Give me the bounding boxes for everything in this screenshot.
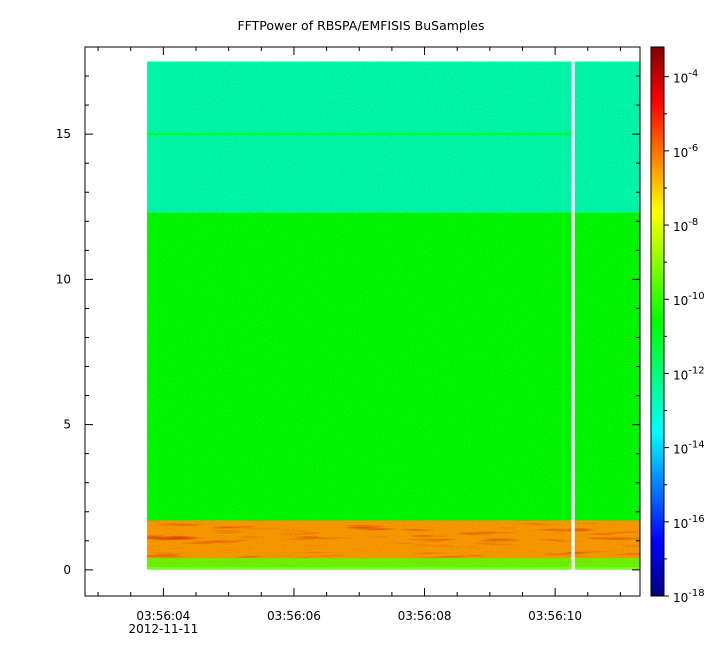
colorbar: 10-18 10-16 10-14 10-12 10-10 10-8 10-6 10-4 [650,46,705,605]
colorbar-tick-label: 10-10 [673,291,705,308]
colorbar-frame [650,46,665,597]
colorbar-tick-label: 10-18 [673,588,705,605]
y-axis: 0 5 10 15 [56,46,640,577]
x-tick-label: 03:56:10 [528,609,582,623]
colorbar-tick-label: 10-4 [673,69,698,86]
plot-frame [84,46,641,597]
y-tick-label: 15 [56,127,71,141]
x-tick-label: 03:56:06 [267,609,321,623]
chart-title: FFTPower of RBSPA/EMFISIS BuSamples [237,18,484,33]
colorbar-tick-label: 10-8 [673,217,698,234]
band-texture [147,61,640,213]
x-date-label: 2012-11-11 [128,622,198,636]
colorbar-tick-label: 10-6 [673,143,698,160]
colorbar-tick-label: 10-14 [673,440,705,457]
spectrogram-data [147,61,640,570]
y-tick-label: 0 [63,563,71,577]
x-tick-label: 03:56:04 [136,609,190,623]
plot-area [84,46,641,597]
bottom-strip [147,558,640,570]
y-tick-label: 5 [63,418,71,432]
colorbar-gradient [651,47,664,596]
band-texture [147,212,640,521]
data-gap [571,61,575,570]
x-tick-label: 03:56:08 [398,609,452,623]
x-axis: 03:56:04 03:56:06 03:56:08 03:56:10 2012-11-… [97,47,621,636]
colorbar-tick-label: 10-16 [673,514,705,531]
y-tick-label: 10 [56,272,71,286]
colorbar-tick-label: 10-12 [673,365,705,382]
